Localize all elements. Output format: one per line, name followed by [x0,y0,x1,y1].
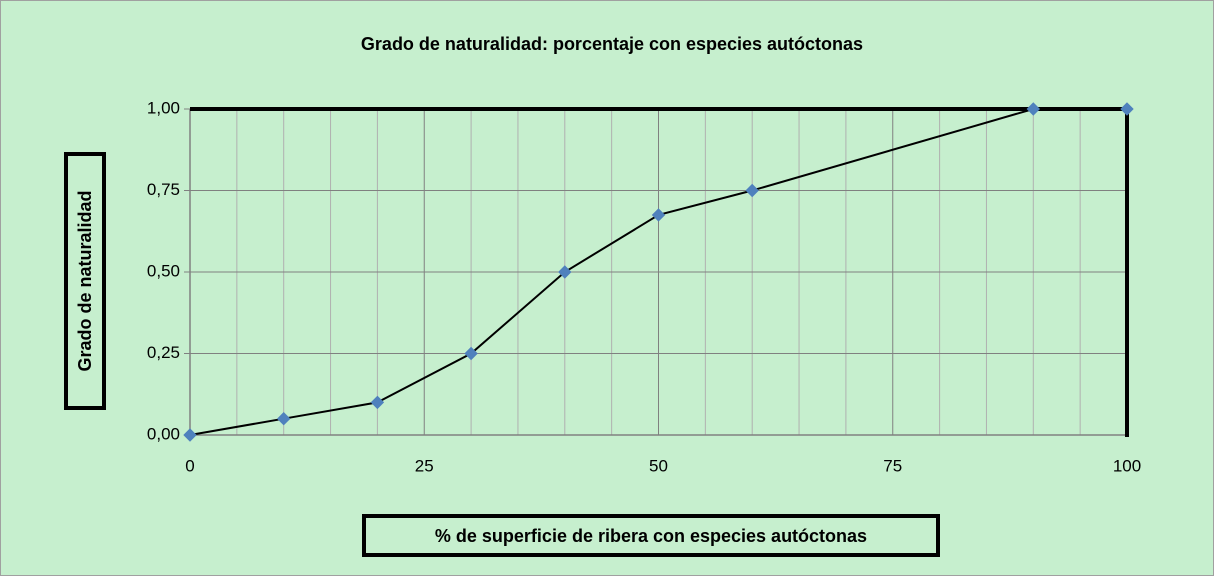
y-label-box [64,152,106,410]
data-point [464,346,478,361]
x-tick-label: 25 [415,456,434,475]
x-tick-label: 0 [185,456,194,475]
y-axis-label: Grado de naturalidad [75,190,95,371]
x-tick-label: 50 [649,456,668,475]
y-tick-label: 0,75 [147,180,180,199]
x-tick-label: 75 [883,456,902,475]
y-tick-label: 0,00 [147,424,180,443]
data-point [651,208,666,222]
x-label-box [362,514,940,557]
x-tick-label: 100 [1113,456,1141,475]
data-point [745,183,759,198]
y-tick-label: 0,25 [147,343,180,362]
data-point [183,428,197,442]
data-point [1120,102,1134,116]
chart-title: Grado de naturalidad: porcentaje con esp… [361,34,863,54]
data-point [370,395,385,410]
data-point [276,411,291,426]
x-axis-label: % de superficie de ribera con especies a… [435,526,867,546]
data-point [558,265,572,279]
y-tick-label: 0,50 [147,261,180,280]
data-point [1026,102,1041,116]
y-tick-label: 1,00 [147,98,180,117]
